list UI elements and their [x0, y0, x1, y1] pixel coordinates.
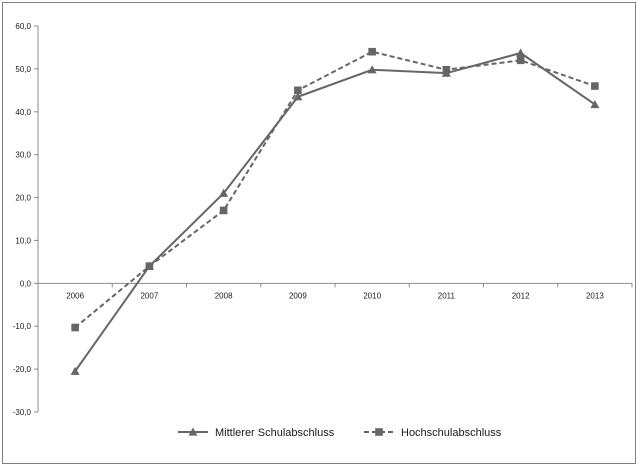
legend-label: Mittlerer Schulabschluss	[215, 427, 335, 439]
data-point	[145, 262, 154, 270]
data-point	[516, 56, 525, 65]
data-point	[368, 47, 376, 56]
x-tick-label: 2011	[438, 291, 456, 300]
y-tick-label: 20,0	[15, 194, 31, 203]
y-tick-label: -10,0	[13, 322, 32, 331]
data-point	[367, 65, 377, 74]
data-point	[442, 65, 451, 74]
data-point	[516, 48, 526, 57]
x-tick-label: 2009	[289, 291, 307, 300]
data-point	[294, 86, 302, 95]
x-tick-label: 2008	[215, 291, 233, 300]
x-tick-label: 2012	[512, 291, 530, 300]
x-tick-label: 2010	[363, 291, 381, 300]
y-tick-label: -20,0	[13, 365, 32, 374]
data-point	[70, 366, 80, 375]
legend-label: Hochschulabschluss	[401, 427, 502, 439]
y-tick-label: 0,0	[20, 279, 32, 288]
y-tick-label: -30,0	[13, 408, 32, 417]
x-tick-label: 2007	[140, 291, 158, 300]
data-point	[71, 323, 79, 332]
data-point	[219, 206, 228, 215]
data-point	[590, 99, 600, 109]
series-line	[74, 51, 596, 372]
y-tick-label: 30,0	[15, 151, 31, 160]
series-layer	[70, 47, 600, 375]
series-2	[71, 47, 599, 332]
series-1	[70, 48, 600, 375]
legend-marker	[188, 427, 198, 436]
legend-marker	[375, 428, 383, 436]
data-point	[591, 82, 599, 90]
axes: -30,0 -20,0 -10,0 0,0 10,0 20,0 30,0 40,0 50,0 60…	[13, 22, 633, 417]
y-tick-label: 40,0	[15, 108, 31, 117]
legend: Mittlerer Schulabschluss Hochschulabschlu…	[178, 427, 502, 439]
legend-item: Hochschulabschluss	[364, 427, 502, 439]
y-tick-label: 10,0	[15, 236, 31, 245]
data-point	[293, 92, 303, 101]
series-line	[74, 50, 596, 329]
y-tick-label: 50,0	[15, 65, 31, 74]
y-tick-label: 60,0	[15, 22, 31, 31]
x-tick-label: 2013	[586, 291, 604, 300]
data-point	[219, 188, 229, 197]
x-tick-label: 2006	[66, 291, 84, 300]
legend-item: Mittlerer Schulabschluss	[178, 427, 335, 439]
